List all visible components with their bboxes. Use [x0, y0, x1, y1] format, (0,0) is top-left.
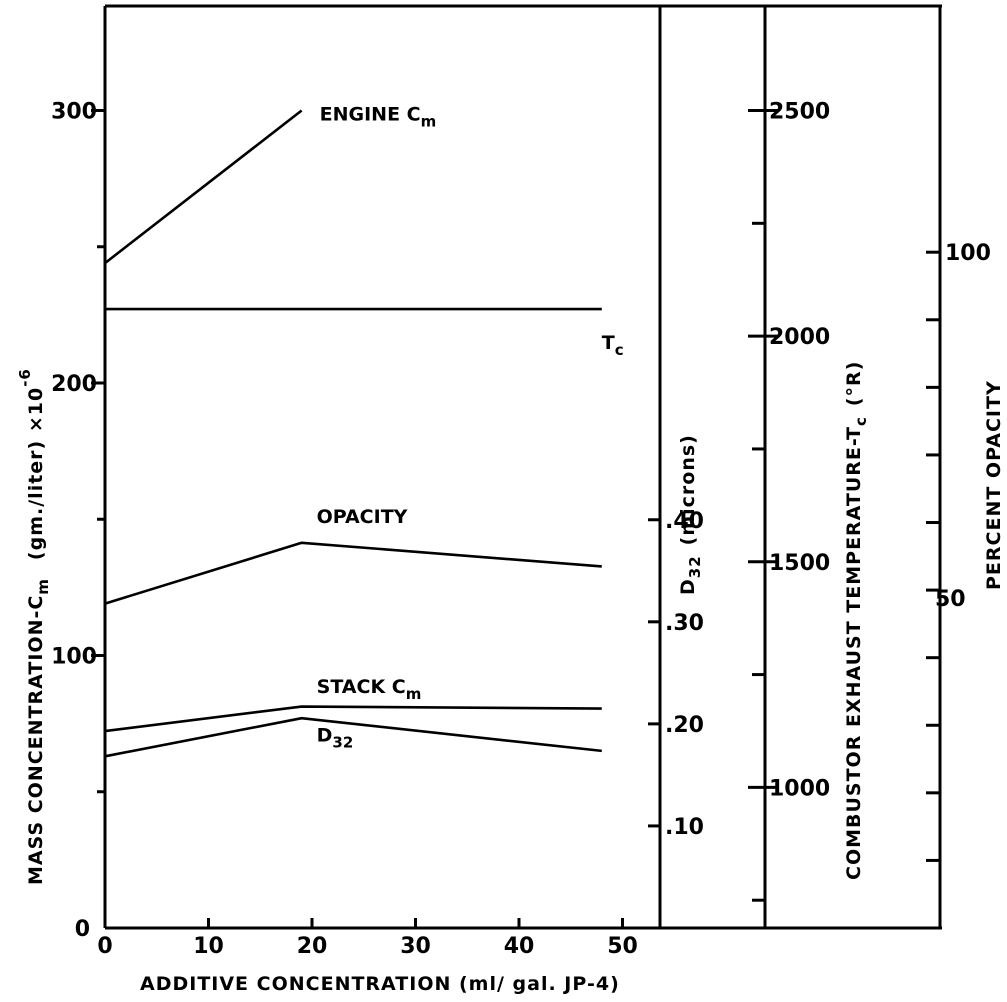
x-tick-label: 20 [297, 934, 328, 959]
opacity-axis-title: PERCENT OPACITY [983, 380, 1005, 590]
series-label: D32 [317, 725, 354, 752]
series-label: OPACITY [317, 506, 408, 528]
opacity-tick-label: 50 [935, 587, 966, 612]
ticks: 0 10 20 30 40 50 0 100 200 300 .10 .20 .30 .40 1000 150… [51, 100, 991, 960]
series-label: ENGINE Cm [320, 104, 437, 131]
svg-text:D32(microns): D32(microns) [677, 434, 704, 595]
opacity-tick-label: 100 [945, 241, 991, 266]
temperature-tick-label: 2000 [769, 325, 830, 350]
mass-tick-label: 300 [51, 100, 97, 125]
temperature-tick-label: 1000 [769, 776, 830, 801]
temperature-axis-title: COMBUSTOR EXHAUST TEMPERATURE-Tc(°R) [843, 361, 870, 880]
series [104, 109, 602, 758]
chart-frame [103, 4, 942, 930]
svg-text:COMBUSTOR EXHAUST TEMPERATURE-: COMBUSTOR EXHAUST TEMPERATURE-Tc(°R) [843, 361, 870, 880]
d32-tick-label: .20 [665, 713, 704, 738]
series-line [104, 541, 602, 605]
mass-axis-title: MASS CONCENTRATION-Cm(gm./liter) ×10-6 [16, 368, 52, 885]
svg-text:MASS CONCENTRATION-Cm(gm./lite: MASS CONCENTRATION-Cm(gm./liter) ×10-6 [16, 368, 52, 885]
series-line [104, 705, 602, 733]
mass-tick-label: 200 [51, 372, 97, 397]
x-tick-label: 0 [97, 934, 112, 959]
temperature-tick-label: 2500 [769, 100, 830, 125]
d32-tick-label: .40 [665, 509, 704, 534]
d32-tick-label: .10 [665, 815, 704, 840]
labels: ENGINE Cm Tc OPACITY STACK Cm D32 [317, 104, 624, 752]
x-axis-title: ADDITIVE CONCENTRATION (ml/ gal. JP-4) [140, 973, 620, 995]
series-line [104, 716, 602, 758]
d32-axis-title: D32(microns) [677, 434, 704, 595]
series-label: STACK Cm [317, 676, 422, 703]
svg-text:PERCENT OPACITY: PERCENT OPACITY [983, 380, 1005, 590]
x-tick-label: 10 [193, 934, 224, 959]
temperature-tick-label: 1500 [769, 551, 830, 576]
x-tick-label: 40 [504, 934, 535, 959]
x-tick-label: 30 [400, 934, 431, 959]
x-tick-label: 50 [607, 934, 638, 959]
mass-tick-label: 0 [75, 917, 90, 942]
mass-tick-label: 100 [51, 645, 97, 670]
series-label: Tc [602, 332, 624, 359]
series-line [104, 109, 303, 265]
d32-tick-label: .30 [665, 611, 704, 636]
